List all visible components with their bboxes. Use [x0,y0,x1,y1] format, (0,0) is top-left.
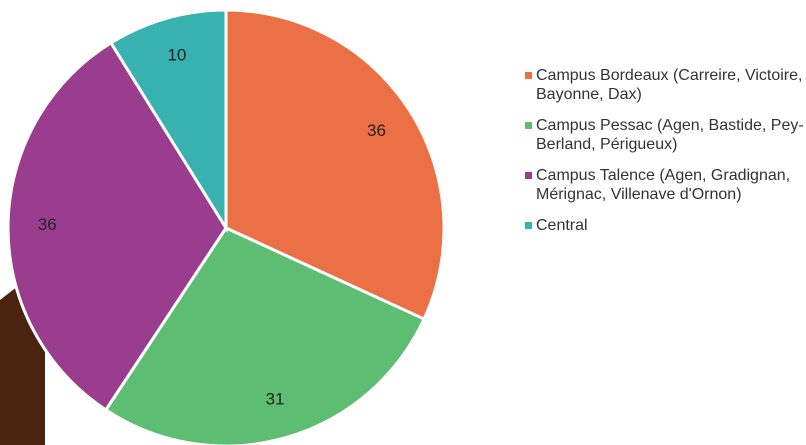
legend-item: Campus Pessac (Agen, Bastide, Pey-Berlan… [522,116,806,154]
legend-swatch [525,122,532,129]
chart: 36 31 36 10 [0,8,446,445]
legend-swatch [525,222,532,229]
legend-item: Campus Talence (Agen, Gradignan, Mérigna… [522,166,806,204]
legend: Campus Bordeaux (Carreire, Victoire, Bay… [522,66,806,247]
pie-slice [224,8,446,322]
pie-slice [6,40,228,412]
data-label: 31 [266,389,285,408]
legend-swatch [525,172,532,179]
legend-label: Campus Pessac (Agen, Bastide, Pey-Berlan… [536,117,804,153]
legend-item: Campus Bordeaux (Carreire, Victoire, Bay… [522,66,806,104]
data-label: 36 [38,215,57,234]
data-label: 10 [167,46,186,65]
data-label: 36 [367,121,386,140]
legend-label: Central [536,217,588,234]
legend-swatch [525,72,532,79]
pie-slice [108,8,228,234]
legend-label: Campus Bordeaux (Carreire, Victoire, Bay… [536,67,803,103]
pie-slice [103,226,427,445]
legend-label: Campus Talence (Agen, Gradignan, Mérigna… [536,167,791,203]
legend-item: Central [522,216,806,235]
